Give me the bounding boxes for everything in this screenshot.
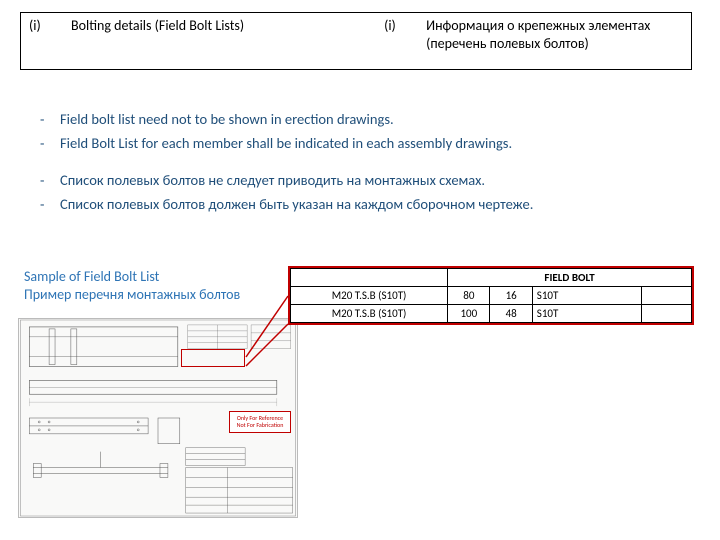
header-left: (i) Bolting details (Field Bolt Lists): [21, 13, 376, 69]
reference-only-badge: Only For Reference Not For Fabrication: [229, 411, 291, 433]
sample-label-ru: Пример перечня монтажных болтов: [24, 286, 244, 304]
header-right-marker: (i): [384, 17, 426, 35]
sample-label: Sample of Field Bolt List Пример перечня…: [24, 268, 244, 304]
table-row: M20 T.S.B (S10T) 80 16 S10T: [291, 287, 692, 305]
header-left-marker: (i): [29, 17, 71, 35]
assembly-drawing-thumbnail: Only For Reference Not For Fabrication: [18, 318, 298, 518]
field-bolt-table-header-row: FIELD BOLT: [291, 269, 692, 287]
header-right-text: Информация о крепежных элементах (перече…: [426, 17, 683, 53]
bullet-list: -Field bolt list need not to be shown in…: [40, 110, 680, 218]
bullet-en-2: -Field Bolt List for each member shall b…: [40, 134, 680, 154]
bullet-en-1: -Field bolt list need not to be shown in…: [40, 110, 680, 130]
bullet-ru-1: -Список полевых болтов не следует привод…: [40, 171, 680, 191]
header-left-text: Bolting details (Field Bolt Lists): [71, 17, 368, 35]
header-right: (i) Информация о крепежных элементах (пе…: [376, 13, 691, 69]
source-table-highlight: [181, 349, 245, 367]
field-bolt-table-header: FIELD BOLT: [448, 269, 692, 287]
field-bolt-table: FIELD BOLT M20 T.S.B (S10T) 80 16 S10T M…: [288, 266, 694, 325]
header-box: (i) Bolting details (Field Bolt Lists) (…: [20, 12, 692, 70]
table-row: M20 T.S.B (S10T) 100 48 S10T: [291, 305, 692, 323]
bullet-ru-2: -Список полевых болтов должен быть указа…: [40, 195, 680, 215]
sample-label-en: Sample of Field Bolt List: [24, 268, 244, 286]
